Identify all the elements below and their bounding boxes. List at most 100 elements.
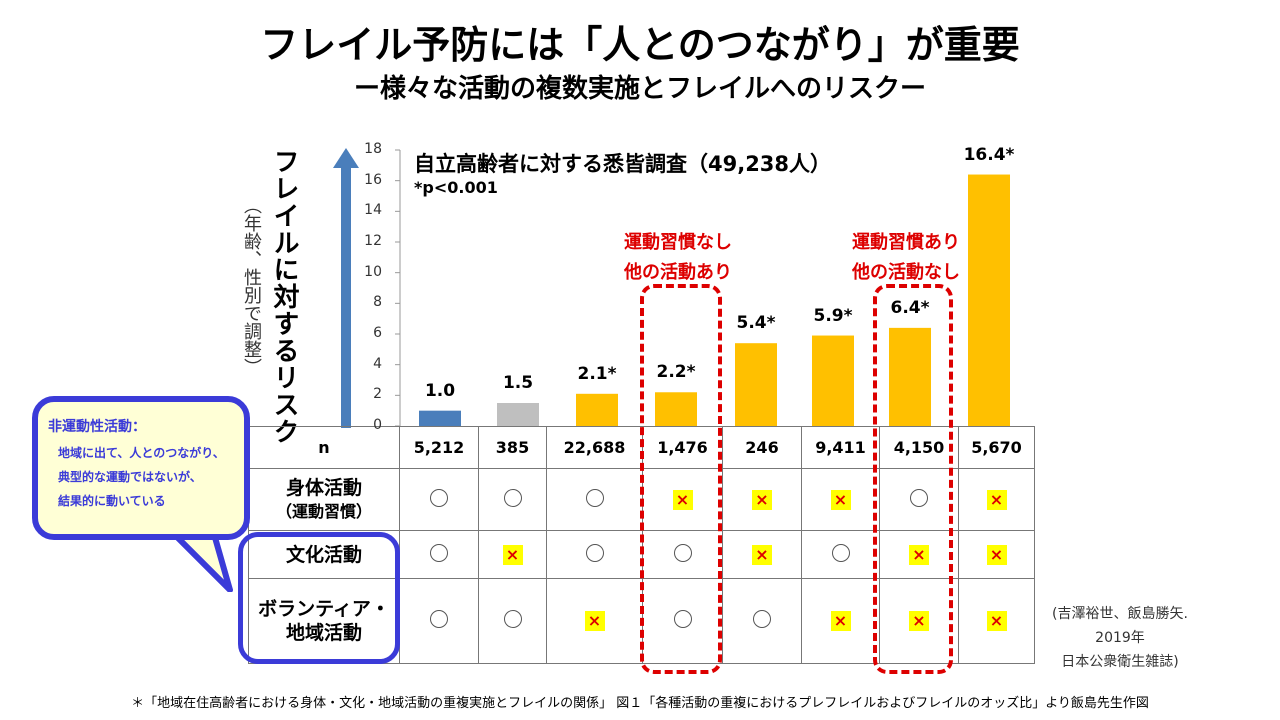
y-tick-label: 14 [364, 202, 382, 219]
y-tick-label: 2 [373, 386, 382, 403]
n-cell: 385 [478, 426, 547, 469]
callout-no-exercise: 運動習慣なし 他の活動あり [598, 228, 758, 288]
callout-line: 他の活動あり [624, 262, 732, 283]
mark-cell [399, 468, 479, 531]
callout-line: 運動習慣なし [624, 232, 732, 253]
y-tick-label: 4 [373, 355, 382, 372]
mark-cell: × [642, 468, 723, 531]
y-tick-label: 16 [364, 171, 382, 188]
mark-cell: × [722, 468, 802, 531]
up-arrow-icon [333, 148, 359, 428]
n-cell: 246 [722, 426, 802, 469]
row-label: 文化活動 [285, 543, 362, 566]
row-sublabel: 地域活動 [285, 622, 362, 644]
callout-line: 他の活動なし [852, 262, 960, 283]
data-label: 6.4* [890, 297, 930, 318]
bubble-line: 典型的な運動ではないが、 [58, 470, 202, 484]
bar [968, 174, 1010, 426]
cross-mark-icon: × [830, 611, 851, 631]
cross-mark-icon: × [986, 544, 1007, 565]
cross-mark-icon: × [584, 611, 605, 631]
mark-cell [722, 578, 802, 664]
circle-mark-icon [673, 543, 692, 562]
cross-mark-icon: × [752, 544, 772, 565]
cross-mark-icon: × [672, 489, 693, 510]
footnote: ＊「地域在住高齢者における身体・文化・地域活動の重複実施とフレイルの関係」 図１… [131, 696, 1149, 711]
row-header: 身体活動 （運動習慣） [248, 468, 400, 531]
cross-mark-icon: × [909, 611, 929, 631]
circle-mark-icon [430, 543, 448, 562]
circle-mark-icon [503, 488, 522, 507]
chart-title: 自立高齢者に対する悉皆調査（49,238人） [414, 152, 832, 176]
n-cell: 1,476 [642, 426, 723, 469]
data-label: 16.4* [963, 144, 1015, 165]
highlight-box-exercise-only [873, 284, 953, 674]
cross-mark-icon: × [909, 544, 929, 565]
speech-bubble: 非運動性活動： 地域に出て、人とのつながり、 典型的な運動ではないが、 結果的に… [32, 396, 250, 540]
data-label: 2.1* [577, 363, 617, 384]
mark-cell [399, 578, 479, 664]
activity-table: n 5,212 385 22,688 1,476 246 9,411 4,150 5,670 身体… [248, 426, 1035, 664]
slide-subtitle: ー様々な活動の複数実施とフレイルへのリスクー [353, 74, 926, 104]
y-axis-note: （年齢、性別で調整） [241, 196, 262, 376]
mark-cell: × [478, 530, 547, 579]
mark-cell: × [546, 578, 643, 664]
mark-cell: × [958, 578, 1035, 664]
y-tick-label: 18 [364, 141, 382, 157]
bar [576, 393, 618, 426]
table-row: ボランティア・ 地域活動 × × × × [248, 578, 1035, 664]
bar [812, 335, 854, 426]
circle-mark-icon [585, 488, 604, 507]
mark-cell [642, 578, 723, 664]
y-tick-label: 8 [373, 294, 382, 311]
cross-mark-icon: × [986, 611, 1007, 631]
row-sublabel: （運動習慣） [275, 501, 372, 521]
n-cell: 9,411 [801, 426, 880, 469]
y-axis-label: フレイルに対するリスク [269, 148, 299, 445]
data-label: 1.5 [502, 373, 534, 393]
bar [655, 392, 697, 426]
cross-mark-icon: × [986, 489, 1007, 510]
bar [735, 343, 777, 426]
circle-mark-icon [430, 488, 448, 507]
circle-mark-icon [673, 610, 692, 628]
significance-note: *p<0.001 [414, 178, 498, 197]
n-cell: 22,688 [546, 426, 643, 469]
circle-mark-icon [910, 488, 928, 507]
table-row-n: n 5,212 385 22,688 1,476 246 9,411 4,150 5,670 [248, 426, 1035, 469]
row-label: 身体活動 [285, 476, 362, 499]
mark-cell [801, 530, 880, 579]
mark-cell: × [801, 578, 880, 664]
mark-cell: × [958, 468, 1035, 531]
cross-mark-icon: × [502, 544, 523, 565]
bubble-line: 地域に出て、人とのつながり、 [58, 446, 225, 460]
mark-cell: × [801, 468, 880, 531]
y-tick-label: 10 [364, 263, 382, 280]
mark-cell [399, 530, 479, 579]
mark-cell [546, 468, 643, 531]
non-exercise-highlight [238, 532, 400, 664]
reference-line: (吉澤裕世、飯島勝矢. [1052, 606, 1188, 622]
mark-cell: × [722, 530, 802, 579]
mark-cell [478, 468, 547, 531]
bubble-title: 非運動性活動： [48, 419, 146, 435]
cross-mark-icon: × [830, 489, 851, 510]
reference-line: 日本公衆衛生雑誌) [1061, 654, 1179, 670]
circle-mark-icon [831, 543, 850, 562]
mark-cell [546, 530, 643, 579]
mark-cell [879, 468, 959, 531]
reference: (吉澤裕世、飯島勝矢. 2019年 日本公衆衛生雑誌) [1030, 602, 1210, 674]
circle-mark-icon [585, 543, 604, 562]
y-tick-label: 0 [373, 417, 382, 433]
bar [419, 410, 461, 426]
bar [889, 327, 931, 426]
bubble-line: 結果的に動いている [58, 494, 166, 508]
row-header: ボランティア・ 地域活動 [248, 578, 400, 664]
reference-line: 2019年 [1095, 630, 1145, 646]
n-cell: 4,150 [879, 426, 959, 469]
cross-mark-icon: × [752, 489, 772, 510]
circle-mark-icon [753, 610, 771, 628]
n-cell: 5,670 [958, 426, 1035, 469]
circle-mark-icon [503, 610, 522, 628]
data-label: 2.2* [656, 362, 696, 383]
